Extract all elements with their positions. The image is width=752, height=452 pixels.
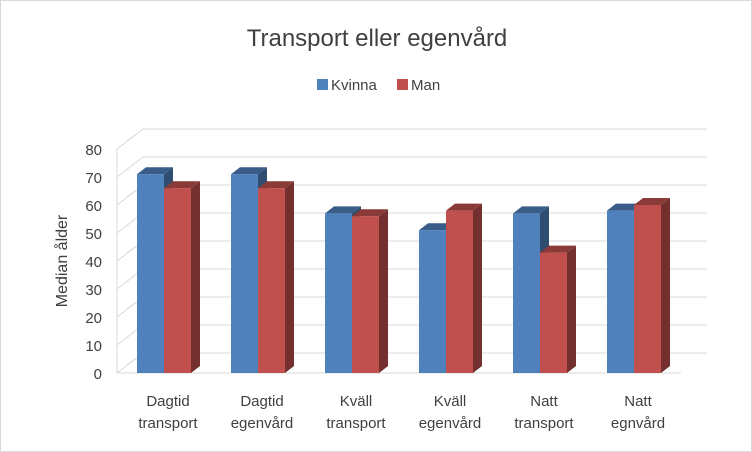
x-tick-label: Dagtid transport [138,393,198,432]
legend-label: Man [411,77,440,94]
bar-front [137,174,164,373]
bar-side [473,203,482,373]
bar-front [446,210,473,373]
bar-top [258,181,294,189]
bar-front [325,213,352,373]
y-tick-label: 30 [85,282,102,299]
bar-top [137,167,173,175]
legend-label: Kvinna [331,77,378,94]
bar-man [446,203,482,373]
y-tick-label: 0 [94,366,102,383]
bar-top [634,198,670,205]
legend-item-man: Man [397,77,440,94]
x-tick-label: Kväll egenvård [419,393,482,432]
bar-front [164,188,191,373]
y-axis-label: Median ålder [53,214,71,307]
bar-top [325,206,361,214]
bar-front [419,230,446,373]
y-tick-label: 80 [85,142,102,159]
bar-side [379,209,388,373]
x-tick-label: Natt egnvård [611,393,665,432]
bar-front [352,216,379,373]
y-tick-label: 70 [85,170,102,187]
y-tick-label: 40 [85,254,102,271]
bar-top [352,209,388,217]
x-tick-label: Natt transport [514,393,574,432]
legend-item-kvinna: Kvinna [317,77,378,94]
chart-title: Transport eller egenvård [247,25,508,52]
bar-front [607,210,634,373]
y-tick-label: 50 [85,226,102,243]
bar-front [231,174,258,373]
bar-front [540,252,567,373]
bar-top [513,206,549,214]
bar-top [164,181,200,189]
plot-area: 0 10 20 30 40 50 60 70 80 Dagtid transport Dagtid eg… [85,128,707,432]
bar-top [540,245,576,253]
bar-front [258,188,285,373]
x-tick-label: Kväll transport [326,393,386,432]
legend-swatch [397,79,408,90]
bar-front [513,213,540,373]
bar-man [634,198,670,373]
legend-swatch [317,79,328,90]
bar-front [634,205,661,373]
chart-legend: Kvinna Man [317,77,440,94]
x-tick-label: Dagtid egenvård [231,393,294,432]
bar-man [352,209,388,373]
bar-top [446,203,482,211]
bar-side [285,181,294,373]
bar-man [164,181,200,373]
y-tick-label: 60 [85,198,102,215]
gridline-side [116,156,144,178]
bar-man [540,245,576,373]
y-tick-label: 20 [85,310,102,327]
gridline-side [116,128,144,150]
y-tick-label: 10 [85,338,102,355]
bar-top [231,167,267,175]
bar-side [567,245,576,373]
bar-man [258,181,294,373]
bar-side [191,181,200,373]
bar-side [661,198,670,373]
